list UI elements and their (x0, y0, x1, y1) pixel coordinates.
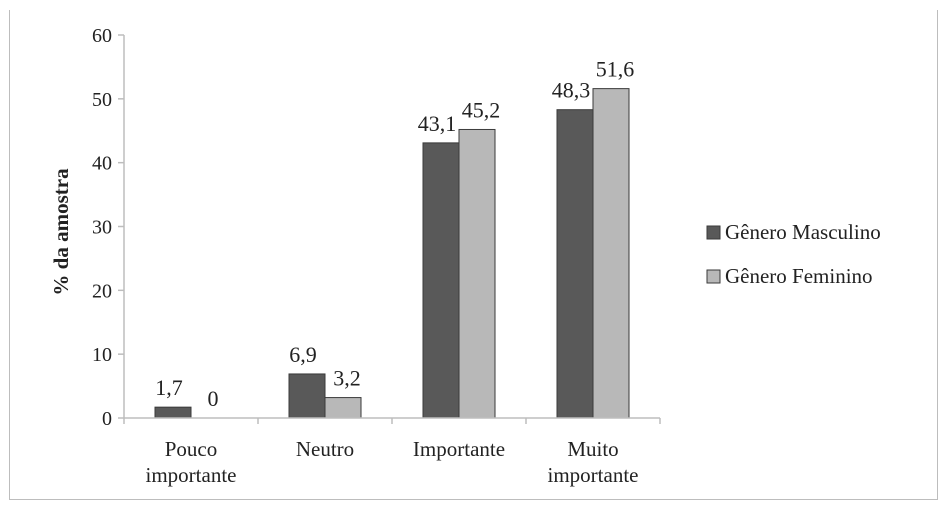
legend: Gênero Masculino Gênero Feminino (706, 220, 881, 288)
category-label-line: Pouco (165, 437, 218, 461)
category-label-line: importante (548, 463, 639, 487)
legend-label: Gênero Feminino (725, 264, 873, 288)
data-label: 0 (208, 386, 219, 411)
category-label-line: importante (146, 463, 237, 487)
data-label: 6,9 (289, 342, 317, 367)
category-label: Pouco importante (146, 437, 237, 487)
data-label: 3,2 (333, 366, 361, 391)
data-labels: 1,7 0 6,9 3,2 43,145,2 48,351,6 (155, 57, 634, 411)
category-label-line: Importante (413, 437, 505, 461)
bar (324, 397, 362, 419)
y-tick-label: 30 (92, 217, 112, 239)
category-label-line: Muito (567, 437, 618, 461)
category-label: Importante (413, 437, 505, 461)
category-label: Muito importante (548, 437, 639, 487)
y-tick-label: 0 (102, 408, 112, 430)
legend-label: Gênero Masculino (725, 220, 881, 244)
y-axis: 0 10 20 30 40 50 60 (92, 25, 125, 430)
bars (154, 88, 630, 419)
y-tick-label: 40 (92, 153, 112, 175)
legend-swatch (706, 269, 721, 284)
y-tick-label: 50 (92, 89, 112, 111)
data-label: 51,6 (596, 57, 635, 82)
bar (592, 88, 630, 419)
data-label: 43,1 (418, 111, 457, 136)
legend-swatch (706, 225, 721, 240)
bar (556, 109, 594, 419)
chart-frame (9, 10, 938, 500)
data-label: 45,2 (462, 97, 501, 122)
bar (288, 373, 326, 419)
data-label: 48,3 (552, 78, 591, 103)
bar (422, 142, 460, 419)
bar (458, 128, 496, 419)
category-label: Neutro (296, 437, 354, 461)
data-label: 1,7 (155, 375, 183, 400)
y-tick-label: 10 (92, 344, 112, 366)
category-label-line: Neutro (296, 437, 354, 461)
y-tick-label: 20 (92, 280, 112, 302)
y-tick-label: 60 (92, 25, 112, 47)
y-axis-title: % da amostra (49, 168, 73, 296)
bar (154, 406, 192, 419)
